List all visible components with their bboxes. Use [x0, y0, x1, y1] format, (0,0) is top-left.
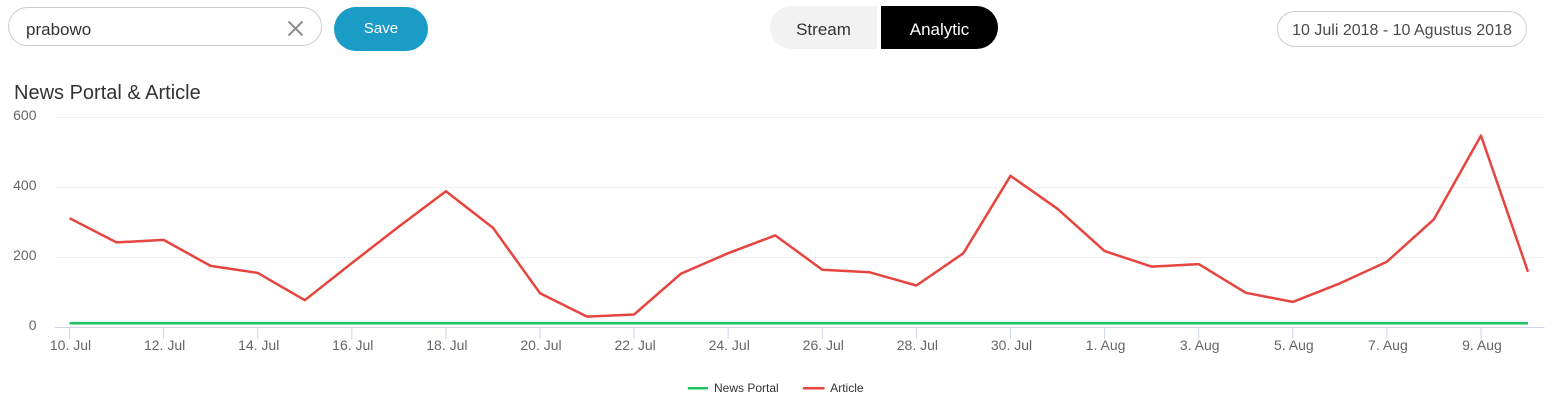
svg-text:400: 400	[13, 177, 37, 193]
svg-text:5. Aug: 5. Aug	[1274, 337, 1314, 353]
svg-text:600: 600	[13, 107, 37, 123]
svg-text:News Portal: News Portal	[714, 381, 779, 395]
svg-text:200: 200	[13, 247, 37, 263]
svg-text:Article: Article	[830, 381, 864, 395]
svg-text:30. Jul: 30. Jul	[991, 337, 1032, 353]
svg-text:12. Jul: 12. Jul	[144, 337, 185, 353]
svg-text:0: 0	[29, 317, 37, 333]
svg-text:14. Jul: 14. Jul	[238, 337, 279, 353]
svg-text:24. Jul: 24. Jul	[709, 337, 750, 353]
svg-text:7. Aug: 7. Aug	[1368, 337, 1408, 353]
svg-text:3. Aug: 3. Aug	[1180, 337, 1220, 353]
svg-text:1. Aug: 1. Aug	[1086, 337, 1126, 353]
svg-text:22. Jul: 22. Jul	[614, 337, 655, 353]
svg-text:16. Jul: 16. Jul	[332, 337, 373, 353]
svg-text:20. Jul: 20. Jul	[520, 337, 561, 353]
svg-text:10. Jul: 10. Jul	[50, 337, 91, 353]
svg-text:18. Jul: 18. Jul	[426, 337, 467, 353]
svg-text:28. Jul: 28. Jul	[897, 337, 938, 353]
svg-text:26. Jul: 26. Jul	[803, 337, 844, 353]
svg-text:9. Aug: 9. Aug	[1462, 337, 1502, 353]
